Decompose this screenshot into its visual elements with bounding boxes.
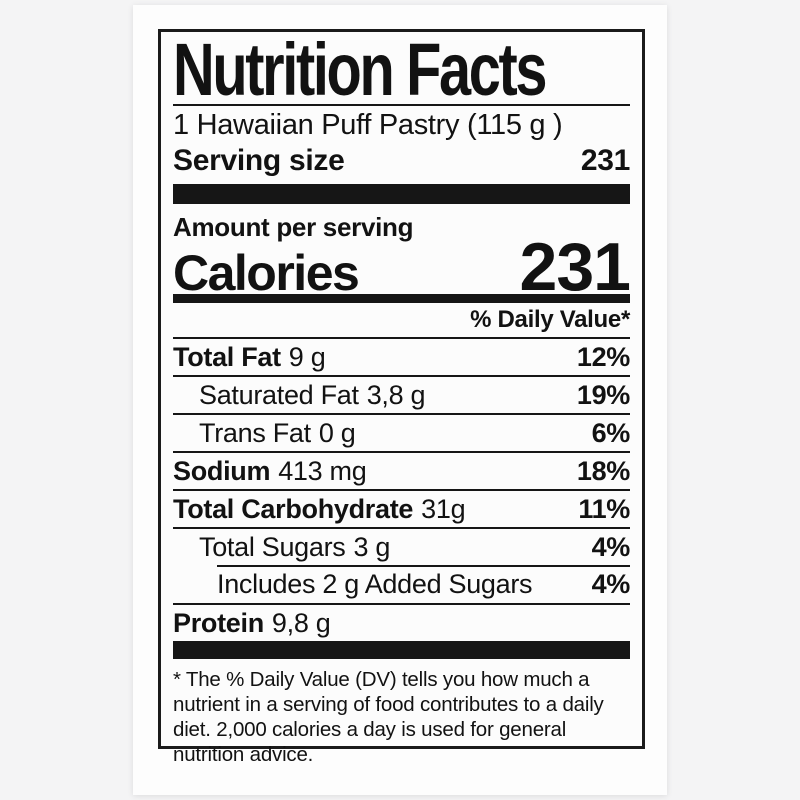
serving-size-label: Serving size xyxy=(173,144,345,177)
nutrient-name: Protein xyxy=(173,607,264,638)
nutrient-name: Total Carbohydrate xyxy=(173,493,414,524)
nutrient-amount: 413 mg xyxy=(278,455,367,486)
nutrient-dv: 4% xyxy=(591,568,631,599)
daily-value-header: % Daily Value* xyxy=(470,306,630,333)
nutrient-row-total-sugars: Total Sugars 3 g 4% xyxy=(173,527,630,565)
nutrition-facts-label: Nutrition Facts 1 Hawaiian Puff Pastry (… xyxy=(158,28,645,766)
section-divider-thick-bottom xyxy=(173,641,630,659)
nutrient-dv: 4% xyxy=(591,531,631,562)
nutrient-row-protein: Protein 9,8 g xyxy=(173,603,630,641)
nutrient-name: Includes 2 g Added Sugars xyxy=(217,568,533,599)
nutrient-dv: 18% xyxy=(576,455,630,486)
amount-per-serving-label: Amount per serving xyxy=(173,212,414,242)
calories-value: 231 xyxy=(519,229,631,305)
daily-value-footnote: * The % Daily Value (DV) tells you how m… xyxy=(173,668,604,766)
nutrient-dv: 12% xyxy=(576,341,630,372)
nutrient-dv: 19% xyxy=(576,379,630,410)
calories-row: Calories 231 xyxy=(173,229,631,305)
nutrient-name: Sodium xyxy=(173,455,271,486)
label-card: Nutrition Facts 1 Hawaiian Puff Pastry (… xyxy=(133,5,667,795)
nutrient-name: Saturated Fat xyxy=(199,379,359,410)
nutrient-row-added-sugars: Includes 2 g Added Sugars 4% xyxy=(173,565,630,603)
nutrient-amount: 3 g xyxy=(353,531,391,562)
nutrition-facts-title: Nutrition Facts xyxy=(173,28,547,111)
nutrient-name: Total Fat xyxy=(173,341,281,372)
nutrient-amount: 9,8 g xyxy=(271,607,331,638)
nutrient-amount: 0 g xyxy=(318,417,356,448)
nutrient-amount: 31g xyxy=(421,493,466,524)
nutrient-dv: 6% xyxy=(591,417,631,448)
section-divider-medium xyxy=(173,294,630,303)
nutrient-row-total-fat: Total Fat 9 g 12% xyxy=(173,337,630,375)
title-divider xyxy=(173,104,630,106)
nutrient-row-total-carbohydrate: Total Carbohydrate 31g 11% xyxy=(173,489,630,527)
section-divider-thick-top xyxy=(173,184,630,204)
nutrient-name: Total Sugars xyxy=(199,531,346,562)
nutrient-name: Trans Fat xyxy=(199,417,311,448)
nutrient-row-trans-fat: Trans Fat 0 g 6% xyxy=(173,413,630,451)
nutrient-row-saturated-fat: Saturated Fat 3,8 g 19% xyxy=(173,375,630,413)
serving-size-value: 231 xyxy=(580,144,630,177)
nutrient-amount: 3,8 g xyxy=(366,379,426,410)
nutrient-row-sodium: Sodium 413 mg 18% xyxy=(173,451,630,489)
nutrient-dv: 11% xyxy=(578,493,630,524)
serving-size-row: Serving size 231 xyxy=(173,142,630,180)
calories-label: Calories xyxy=(173,245,360,301)
serving-description: 1 Hawaiian Puff Pastry (115 g ) xyxy=(173,109,563,141)
nutrient-amount: 9 g xyxy=(288,341,326,372)
